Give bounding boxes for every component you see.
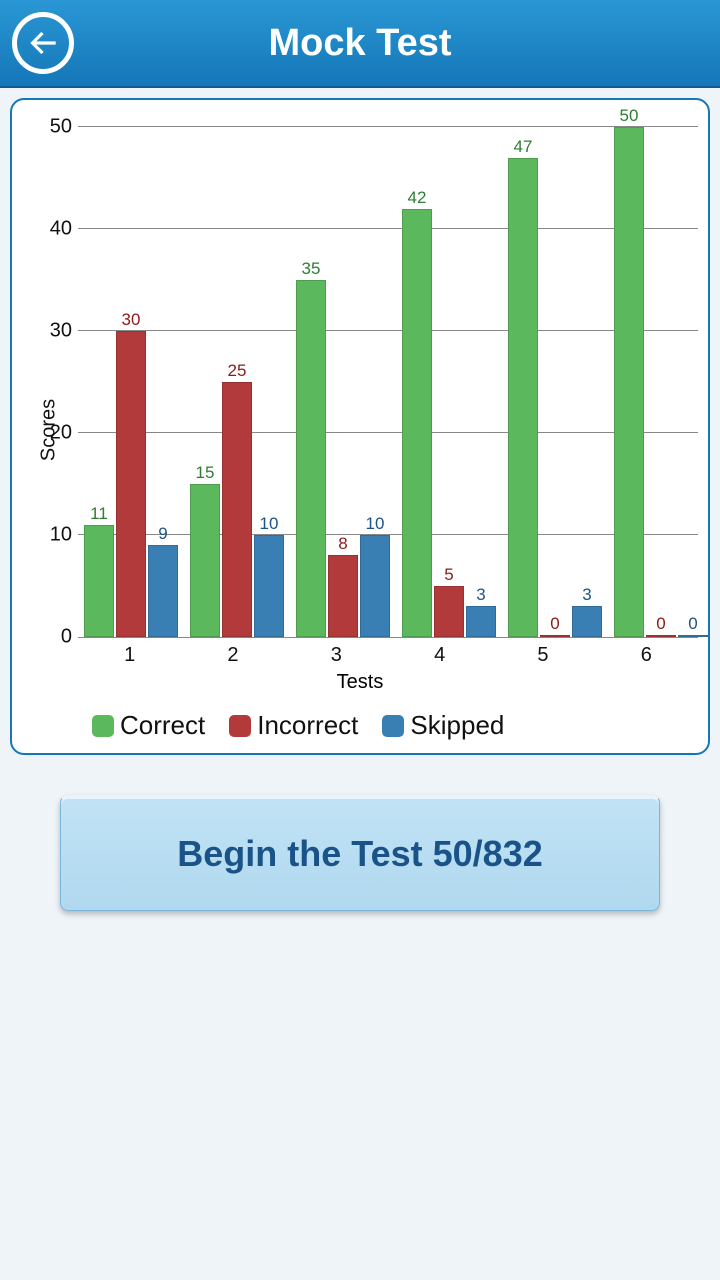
chart-legend: Correct Incorrect Skipped xyxy=(92,710,698,741)
bar-correct: 15 xyxy=(190,484,220,637)
bar-skipped: 9 xyxy=(148,545,178,637)
bar-value-label: 3 xyxy=(476,585,485,605)
bar-correct: 35 xyxy=(296,280,326,637)
bar-group: 152510 xyxy=(184,118,290,637)
bar-value-label: 0 xyxy=(550,614,559,634)
bar-correct: 42 xyxy=(402,209,432,637)
legend-item: Incorrect xyxy=(229,710,358,741)
bar-skipped: 10 xyxy=(254,535,284,637)
bar-value-label: 35 xyxy=(302,259,321,279)
bar-skipped: 10 xyxy=(360,535,390,637)
bar-correct: 50 xyxy=(614,127,644,637)
legend-label: Correct xyxy=(120,710,205,741)
bar-group: 4703 xyxy=(502,118,608,637)
begin-test-button[interactable]: Begin the Test 50/832 xyxy=(60,795,660,911)
bar-group: 5000 xyxy=(608,118,714,637)
bar-group: 11309 xyxy=(78,118,184,637)
x-tick: 4 xyxy=(388,638,491,667)
bar-value-label: 10 xyxy=(366,514,385,534)
begin-test-label: Begin the Test 50/832 xyxy=(177,833,542,875)
bar-incorrect: 30 xyxy=(116,331,146,637)
bar-incorrect: 25 xyxy=(222,382,252,637)
bar-skipped: 3 xyxy=(572,606,602,637)
bar-value-label: 47 xyxy=(514,137,533,157)
bar-group: 4253 xyxy=(396,118,502,637)
legend-label: Skipped xyxy=(410,710,504,741)
y-tick: 0 xyxy=(42,626,72,649)
legend-swatch xyxy=(92,715,114,737)
app-header: Mock Test xyxy=(0,0,720,88)
legend-swatch xyxy=(229,715,251,737)
back-button[interactable] xyxy=(12,12,74,74)
x-tick: 2 xyxy=(181,638,284,667)
bar-incorrect: 5 xyxy=(434,586,464,637)
bar-value-label: 3 xyxy=(582,585,591,605)
y-tick: 20 xyxy=(42,422,72,445)
legend-swatch xyxy=(382,715,404,737)
arrow-left-icon xyxy=(24,24,62,62)
scores-chart: Scores 010203040501130915251035810425347… xyxy=(22,118,698,741)
x-axis-label: Tests xyxy=(22,671,698,694)
bar-incorrect: 8 xyxy=(328,555,358,637)
bar-skipped: 3 xyxy=(466,606,496,637)
legend-item: Skipped xyxy=(382,710,504,741)
page-title: Mock Test xyxy=(268,22,451,65)
bar-skipped: 0 xyxy=(678,635,708,637)
bars-container: 1130915251035810425347035000 xyxy=(78,118,698,637)
bar-value-label: 8 xyxy=(338,534,347,554)
x-tick: 1 xyxy=(78,638,181,667)
x-tick: 6 xyxy=(595,638,698,667)
bar-group: 35810 xyxy=(290,118,396,637)
y-tick: 40 xyxy=(42,218,72,241)
legend-item: Correct xyxy=(92,710,205,741)
bar-value-label: 30 xyxy=(122,310,141,330)
y-tick: 50 xyxy=(42,116,72,139)
y-tick: 30 xyxy=(42,320,72,343)
scores-chart-card: Scores 010203040501130915251035810425347… xyxy=(10,98,710,755)
bar-value-label: 11 xyxy=(90,504,108,524)
x-tick: 5 xyxy=(491,638,594,667)
y-tick: 10 xyxy=(42,524,72,547)
bar-incorrect: 0 xyxy=(540,635,570,637)
bar-value-label: 0 xyxy=(688,614,697,634)
bar-value-label: 25 xyxy=(228,361,247,381)
bar-value-label: 10 xyxy=(260,514,279,534)
x-tick: 3 xyxy=(285,638,388,667)
bar-value-label: 0 xyxy=(656,614,665,634)
x-ticks: 123456 xyxy=(78,638,698,667)
legend-label: Incorrect xyxy=(257,710,358,741)
bar-value-label: 5 xyxy=(444,565,453,585)
bar-value-label: 9 xyxy=(158,524,167,544)
chart-plot-area: 010203040501130915251035810425347035000 xyxy=(78,118,698,638)
bar-correct: 11 xyxy=(84,525,114,637)
bar-value-label: 15 xyxy=(196,463,215,483)
bar-correct: 47 xyxy=(508,158,538,637)
bar-value-label: 50 xyxy=(620,106,639,126)
bar-value-label: 42 xyxy=(408,188,427,208)
bar-incorrect: 0 xyxy=(646,635,676,637)
